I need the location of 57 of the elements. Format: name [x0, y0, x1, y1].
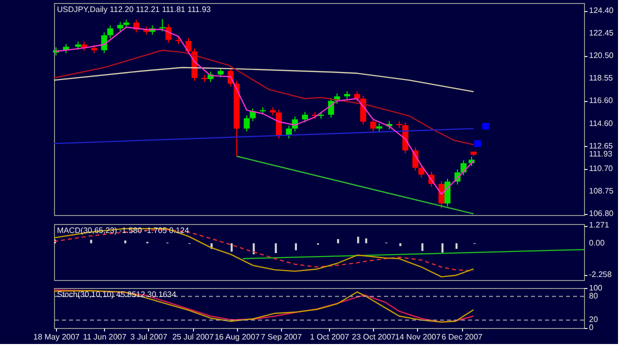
y-tick-label: 122.45: [589, 28, 614, 38]
y-tick-label: 110.70: [589, 164, 614, 173]
bar: [399, 243, 402, 246]
candlestick: [250, 108, 256, 122]
y-tick-label: 108.75: [589, 186, 614, 196]
bar: [421, 243, 424, 251]
line-series: [53, 66, 474, 92]
bar: [357, 236, 360, 244]
x-tick-label: 18 May 2007: [33, 332, 80, 342]
y-tick-label: 106.80: [589, 208, 614, 218]
bar: [365, 238, 368, 244]
candlestick: [276, 109, 282, 139]
bar: [294, 243, 297, 250]
y-tick-label: 118.55: [589, 73, 614, 82]
y-tick-label: 124.40: [589, 6, 614, 16]
x-tick-label: 23 Oct 2007: [352, 332, 396, 342]
candlestick: [117, 22, 124, 32]
x-tick-label: 3 Jul 2007: [130, 332, 168, 342]
bar: [337, 239, 340, 244]
y-tick-label: 116.60: [589, 96, 614, 105]
chart-title: USDJPY,Daily 112.20 112.21 111.81 111.93: [57, 5, 212, 14]
bar: [124, 240, 126, 244]
y-tick-label: 0.00: [589, 238, 606, 248]
bar: [90, 240, 92, 244]
y-tick-label: 80: [589, 291, 598, 300]
y-tick-label: 1.271: [589, 220, 610, 230]
x-tick-label: 25 Jul 2007: [172, 332, 214, 342]
y-tick-label: 112.65: [589, 141, 614, 150]
y-tick-label: -2.258: [589, 270, 612, 279]
x-tick-label: 1 Oct 2007: [310, 332, 350, 342]
candlestick: [218, 68, 224, 78]
candlestick: [165, 24, 172, 44]
y-tick-label: 20: [589, 315, 598, 324]
y-tick-label: 100: [589, 283, 603, 292]
y-tick-label: 0: [589, 323, 594, 332]
candlestick: [444, 178, 450, 207]
x-tick-label: 11 Jun 2007: [82, 332, 127, 342]
x-tick-label: 16 Aug 2007: [214, 332, 260, 342]
x-tick-label: 14 Nov 2007: [395, 332, 442, 342]
candlestick: [354, 90, 360, 102]
bar: [441, 243, 444, 252]
y-tick-label: 120.50: [589, 51, 614, 60]
x-tick-label: 7 Sep 2007: [260, 332, 302, 342]
y-tick-label: 114.60: [589, 118, 614, 128]
candlestick: [302, 111, 308, 123]
bar: [274, 243, 277, 254]
candlestick: [185, 38, 192, 55]
candlestick: [328, 98, 334, 118]
candlestick: [460, 160, 467, 176]
candlestick: [244, 114, 250, 132]
x-tick-label: 6 Dec 2007: [442, 332, 484, 342]
candlestick: [159, 18, 166, 32]
bar: [230, 243, 233, 252]
y-tick-label: 111.93: [589, 150, 613, 159]
candlestick: [370, 118, 376, 132]
candlestick: [107, 24, 114, 39]
bar: [456, 243, 458, 249]
